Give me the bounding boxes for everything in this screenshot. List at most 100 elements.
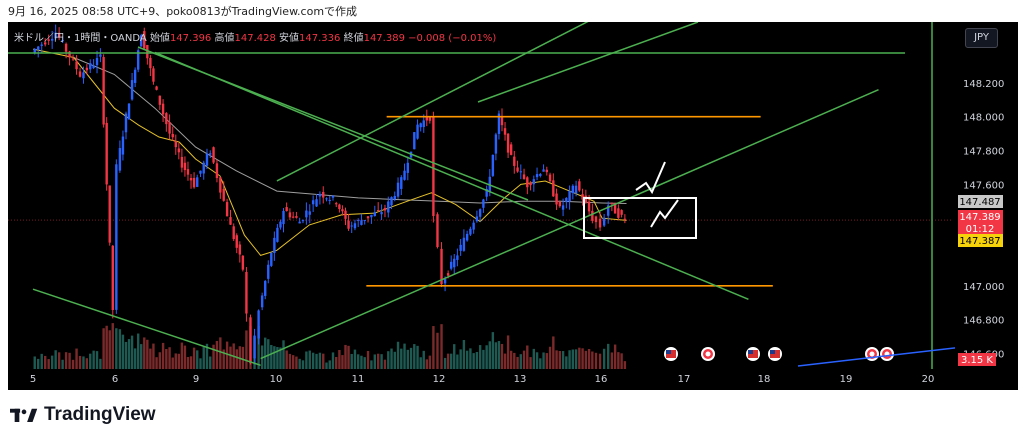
candle-body — [249, 317, 252, 364]
candle-body — [331, 195, 335, 198]
chart-area[interactable]: 5 6 9 10 11 12 13 16 17 18 19 20 148.200 148.000 147.8… — [8, 22, 1018, 390]
volume-bar — [264, 337, 267, 369]
candle-body — [146, 45, 149, 59]
volume-bar — [571, 349, 575, 369]
candle-body — [360, 220, 363, 225]
volume-bar — [140, 344, 143, 369]
candle-body — [403, 170, 406, 180]
candle-body — [366, 216, 370, 219]
tradingview-logo-icon — [10, 408, 38, 422]
candle — [99, 48, 102, 63]
candle — [606, 201, 610, 224]
candle — [298, 217, 301, 224]
trend-line-upper-channel — [477, 22, 699, 103]
candle — [295, 211, 298, 219]
candle — [416, 119, 419, 140]
volume-bar — [462, 340, 466, 369]
candle — [267, 260, 270, 284]
candle-body — [465, 233, 469, 241]
candle — [311, 195, 315, 212]
candle — [168, 114, 171, 140]
price-tag-text: 01:12 — [966, 224, 995, 235]
candle-body — [594, 216, 598, 223]
candle — [432, 111, 435, 223]
candle — [491, 154, 495, 177]
volume-bar — [440, 324, 443, 369]
candle-body — [436, 214, 439, 247]
volume-bar — [360, 355, 363, 369]
volume-bar — [478, 345, 482, 369]
candle — [325, 197, 328, 202]
price-chart[interactable]: 5 6 9 10 11 12 13 16 17 18 19 20 148.200 148.000 147.8… — [8, 22, 1018, 390]
candle — [363, 220, 366, 225]
candle — [127, 103, 131, 120]
candle-body — [64, 43, 68, 52]
candle-body — [311, 200, 315, 205]
volume-bar — [488, 341, 492, 369]
candle-body — [158, 95, 162, 105]
candle-body — [215, 163, 219, 179]
marker-center — [705, 351, 711, 357]
candle — [118, 140, 122, 173]
volume-bar — [428, 355, 432, 369]
candle — [535, 167, 539, 181]
volume-bar — [127, 339, 131, 369]
volume-bar — [282, 340, 285, 369]
volume-bar — [189, 356, 193, 369]
price-tag-bg — [958, 210, 1003, 223]
flag-canton — [666, 350, 671, 354]
volume-bar — [422, 350, 425, 369]
volume-bar — [322, 353, 325, 369]
candle-body — [245, 272, 248, 314]
volume-bar — [380, 354, 383, 369]
candle — [270, 252, 273, 268]
candle — [229, 209, 232, 225]
volume-bar — [245, 330, 248, 369]
candle — [509, 142, 513, 156]
volume-bar — [376, 353, 380, 369]
y-tick-label: 146.800 — [963, 316, 1004, 327]
candle-body — [40, 44, 43, 46]
candle-body — [264, 281, 267, 296]
candle — [212, 146, 215, 165]
volume-bar — [315, 353, 318, 369]
candle-body — [617, 208, 620, 218]
candle — [215, 159, 219, 183]
volume-bar — [291, 355, 295, 369]
candle — [111, 245, 114, 319]
candle — [620, 209, 623, 218]
candle — [318, 191, 322, 205]
candle — [594, 215, 598, 229]
candle-body — [462, 237, 466, 251]
volume-tag-bg — [958, 353, 996, 366]
volume-bar — [578, 347, 581, 369]
candle-body — [189, 177, 193, 181]
candle — [578, 178, 581, 192]
volume-bar — [177, 353, 181, 369]
candle-body — [620, 210, 623, 215]
candle-body — [522, 174, 526, 179]
volume-bar — [587, 348, 591, 369]
volume-bar — [453, 344, 456, 369]
candle — [186, 161, 190, 181]
currency-button[interactable]: JPY — [965, 28, 998, 48]
candle — [532, 175, 536, 192]
candle-body — [561, 205, 565, 210]
candle — [519, 164, 522, 180]
candle-body — [482, 199, 485, 208]
candle-body — [509, 144, 513, 155]
candle — [462, 229, 466, 252]
volume-bar — [613, 344, 617, 369]
candle-body — [136, 50, 140, 70]
volume-bar — [285, 350, 288, 369]
candle — [279, 219, 282, 230]
us-flag-icon — [768, 347, 782, 361]
candle-body — [61, 40, 64, 42]
volume-bar — [366, 350, 370, 369]
symbol-label[interactable]: 米ドル／円・1時間・OANDA — [14, 33, 147, 44]
candle — [393, 191, 396, 202]
volume-bar — [99, 358, 102, 369]
y-tick-label: 147.600 — [963, 180, 1004, 191]
candle — [40, 42, 43, 53]
x-tick-label: 17 — [678, 374, 691, 385]
